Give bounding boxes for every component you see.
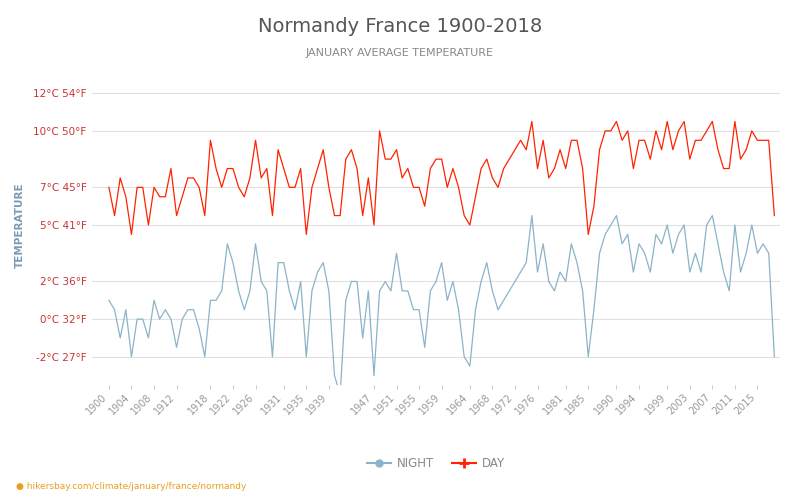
Legend: NIGHT, DAY: NIGHT, DAY — [362, 452, 510, 475]
Y-axis label: TEMPERATURE: TEMPERATURE — [14, 182, 25, 268]
Text: ● hikersbay.com/climate/january/france/normandy: ● hikersbay.com/climate/january/france/n… — [16, 482, 246, 491]
Text: JANUARY AVERAGE TEMPERATURE: JANUARY AVERAGE TEMPERATURE — [306, 48, 494, 58]
Text: Normandy France 1900-2018: Normandy France 1900-2018 — [258, 18, 542, 36]
